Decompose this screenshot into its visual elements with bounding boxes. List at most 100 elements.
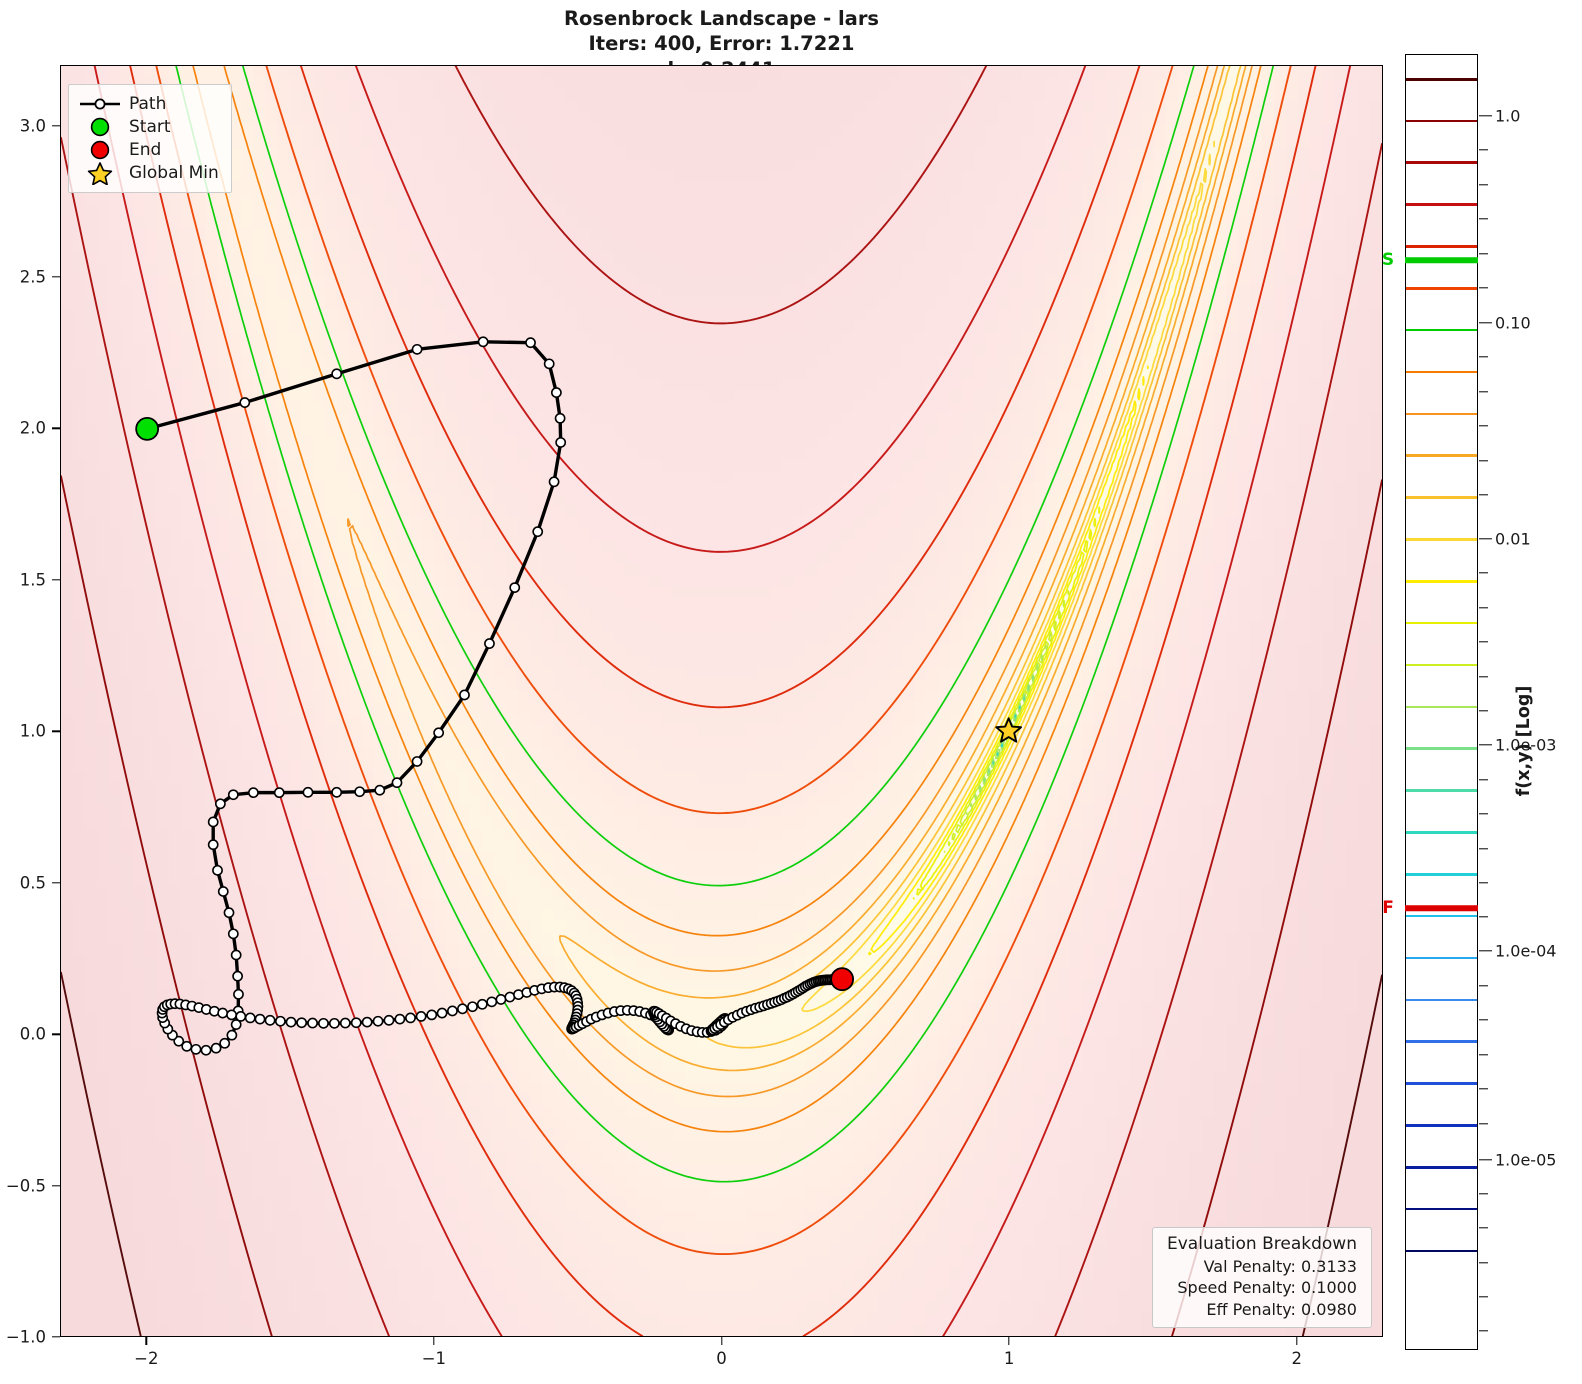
path-point-marker	[223, 907, 235, 919]
y-tick-mark	[52, 124, 60, 127]
colorbar-minor-tick	[1479, 1123, 1488, 1125]
path-point-marker	[296, 1017, 308, 1029]
y-tick-label: −0.5	[5, 1176, 46, 1196]
path-point-marker	[217, 1007, 229, 1019]
y-tick-mark	[52, 276, 60, 278]
path-point-marker	[374, 784, 386, 796]
colorbar-major-tick	[1479, 950, 1492, 952]
path-point-marker	[212, 864, 223, 876]
colorbar-level-line	[1406, 789, 1477, 792]
colorbar-level-line	[1406, 705, 1477, 709]
y-tick-mark	[52, 882, 60, 884]
colorbar-major-tick	[1479, 538, 1492, 540]
path-point-marker	[318, 1017, 329, 1029]
colorbar-end-level-marker	[1405, 905, 1478, 911]
path-point-marker	[173, 1035, 185, 1047]
path-point-marker	[457, 1003, 468, 1015]
title-line-2: Iters: 400, Error: 1.7221	[588, 32, 855, 56]
colorbar-minor-tick	[1479, 1054, 1488, 1056]
colorbar-minor-tick	[1479, 287, 1488, 289]
path-point-marker	[459, 689, 470, 701]
evalbox-eff-penalty: Eff Penalty: 0.0980	[1206, 1299, 1357, 1319]
path-point-marker	[239, 397, 251, 408]
path-point-marker	[509, 582, 521, 594]
x-tick-label: 0	[716, 1349, 727, 1368]
path-point-marker	[391, 777, 403, 789]
evalbox-val-penalty: Val Penalty: 0.3133	[1203, 1257, 1357, 1276]
path-endpoints	[135, 416, 1022, 992]
path-point-marker	[285, 1016, 297, 1028]
path-point-marker	[383, 1014, 395, 1026]
legend-item-end[interactable]: End	[78, 138, 219, 161]
path-point-marker	[361, 1016, 373, 1028]
colorbar-level-lines	[1406, 55, 1477, 1349]
path-point-marker	[214, 798, 226, 810]
colorbar-level-line	[1406, 496, 1477, 499]
path-point-marker	[207, 839, 219, 851]
colorbar-minor-tick	[1479, 813, 1488, 815]
path-point-marker	[477, 336, 489, 348]
colorbar-minor-tick	[1479, 149, 1488, 151]
path-point-marker	[331, 786, 343, 798]
path-point-marker	[411, 343, 423, 355]
path-point-marker	[532, 526, 544, 538]
path-point-marker	[226, 1009, 237, 1021]
colorbar-level-line	[1406, 663, 1477, 667]
colorbar-level-line	[1406, 203, 1477, 206]
colorbar-minor-tick	[1479, 882, 1488, 884]
path-point-marker	[411, 756, 423, 767]
path-point-marker	[554, 412, 566, 424]
path-point-marker	[181, 1040, 193, 1052]
path-point-marker	[233, 988, 244, 1000]
legend-item-global-min[interactable]: Global Min	[78, 161, 219, 185]
legend-item-path[interactable]: Path	[78, 92, 219, 115]
y-tick-label: 1.0	[19, 721, 46, 741]
colorbar-axis-label: f(x,y) [Log]	[1514, 685, 1534, 797]
path-point-marker	[433, 727, 445, 739]
path-point-marker	[254, 1013, 266, 1025]
y-tick-label: 1.5	[19, 570, 46, 590]
path-point-marker	[339, 1017, 351, 1029]
global-min-star-marker[interactable]	[995, 717, 1022, 743]
colorbar-minor-tick	[1479, 710, 1488, 712]
colorbar-minor-tick	[1479, 641, 1488, 643]
x-tick-label: 2	[1291, 1349, 1302, 1368]
path-point-marker	[232, 970, 244, 982]
x-tick-mark	[145, 1337, 147, 1345]
path-point-marker	[543, 358, 555, 370]
path-point-marker	[525, 337, 536, 349]
colorbar-level-line	[1406, 412, 1477, 416]
path-point-marker	[275, 1015, 286, 1027]
start-point-marker[interactable]	[135, 416, 160, 441]
colorbar-major-tick	[1479, 744, 1492, 746]
contour-fill	[61, 66, 1382, 1336]
end-point-marker[interactable]	[830, 967, 854, 992]
y-tick-mark	[52, 1184, 60, 1187]
colorbar-minor-tick	[1479, 356, 1488, 358]
path-point-marker	[447, 1005, 458, 1017]
colorbar-level-line	[1406, 1082, 1477, 1085]
path-point-marker	[226, 1029, 238, 1041]
red-circle-icon	[78, 139, 122, 161]
path-point-marker	[476, 998, 488, 1010]
y-tick-mark	[52, 1336, 60, 1338]
colorbar-major-tick	[1479, 115, 1492, 117]
colorbar-minor-tick	[1479, 253, 1488, 255]
colorbar-level-line	[1406, 579, 1477, 583]
colorbar-minor-tick	[1479, 391, 1488, 393]
colorbar-level-line	[1406, 1165, 1477, 1169]
legend-item-start[interactable]: Start	[78, 115, 219, 138]
y-tick-mark	[52, 579, 60, 581]
path-point-marker	[219, 1037, 231, 1049]
path-point-marker	[405, 1012, 416, 1024]
path-point-marker	[486, 996, 498, 1008]
colorbar-minor-tick	[1479, 1088, 1488, 1090]
path-point-marker	[190, 1043, 202, 1055]
y-tick-label: 2.5	[19, 267, 46, 287]
path-point-marker	[307, 1017, 318, 1029]
colorbar	[1405, 54, 1478, 1350]
path-point-marker	[436, 1007, 448, 1019]
colorbar-minor-tick	[1479, 572, 1488, 574]
path-point-marker	[467, 1001, 478, 1013]
colorbar-level-line	[1406, 621, 1477, 625]
